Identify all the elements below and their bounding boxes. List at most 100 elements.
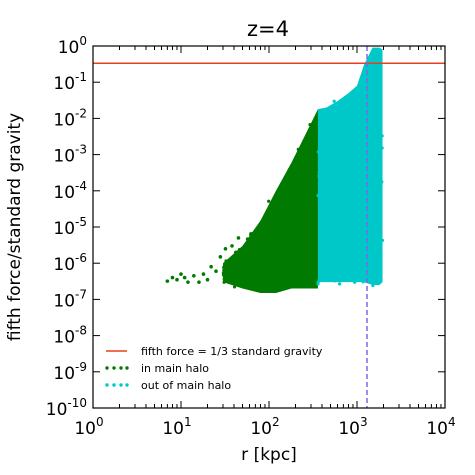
data-point: [320, 253, 324, 257]
data-point: [367, 269, 371, 273]
data-point: [379, 140, 383, 144]
data-point: [337, 248, 341, 252]
data-point: [327, 234, 332, 238]
data-point: [277, 222, 282, 226]
data-point: [182, 275, 187, 280]
data-point: [246, 282, 250, 287]
data-point: [305, 166, 309, 170]
data-point: [297, 162, 301, 166]
data-point: [347, 125, 351, 129]
x-tick-exponent: 1: [184, 415, 192, 429]
data-point: [248, 237, 252, 241]
data-point: [374, 129, 378, 133]
data-point: [369, 72, 374, 76]
data-point: [375, 183, 379, 187]
data-point: [289, 178, 293, 182]
data-point: [242, 248, 246, 252]
series-density-band: [222, 109, 318, 294]
data-point: [259, 244, 263, 249]
data-point: [332, 148, 337, 152]
data-point: [327, 148, 331, 152]
legend: fifth force = 1/3 standard gravity in ma…: [105, 345, 323, 392]
data-point: [324, 209, 329, 213]
data-point: [377, 70, 381, 74]
y-tick-base: 10: [53, 110, 75, 130]
data-point: [205, 277, 210, 282]
data-point: [340, 219, 344, 223]
x-tick-label: 103: [338, 415, 367, 439]
data-point: [337, 253, 341, 257]
data-point: [325, 262, 329, 266]
data-point: [261, 224, 265, 228]
data-point: [351, 102, 356, 106]
data-point: [372, 211, 377, 215]
data-point: [266, 221, 270, 225]
data-point: [232, 272, 237, 276]
data-point: [223, 246, 228, 251]
data-point: [307, 171, 311, 175]
data-point: [301, 169, 305, 173]
data-point: [369, 210, 373, 214]
data-point: [341, 114, 345, 118]
data-point: [325, 272, 329, 276]
data-point: [267, 237, 271, 241]
data-point: [261, 257, 265, 262]
data-point: [266, 261, 271, 265]
data-point: [325, 136, 329, 140]
data-point: [326, 151, 330, 155]
data-point: [348, 208, 352, 213]
data-point: [244, 254, 248, 259]
data-point: [314, 265, 318, 269]
data-point: [370, 53, 374, 57]
data-point: [325, 154, 329, 158]
data-point: [324, 126, 328, 131]
data-point: [296, 217, 300, 222]
data-point: [342, 223, 346, 227]
data-point: [378, 220, 383, 224]
y-tick-base: 10: [53, 219, 75, 239]
data-point: [359, 128, 363, 132]
data-point: [316, 280, 320, 284]
data-point: [369, 183, 373, 187]
data-point: [319, 146, 323, 150]
data-point: [372, 67, 376, 71]
data-point: [328, 252, 332, 256]
data-point: [284, 179, 289, 183]
data-point: [376, 180, 380, 184]
data-point: [348, 148, 352, 152]
data-point: [352, 150, 356, 154]
data-point: [241, 253, 246, 257]
y-tick-base: 10: [53, 255, 75, 275]
plot-area: 100 101 102 103 10410010-110-210-310-410-510…: [46, 34, 456, 439]
data-point: [319, 160, 323, 164]
legend-label-main-halo: in main halo: [141, 362, 209, 375]
data-point: [278, 242, 282, 246]
data-point: [321, 129, 325, 133]
data-point: [301, 228, 305, 232]
data-point: [327, 205, 331, 209]
data-point: [284, 207, 288, 211]
data-point: [186, 280, 190, 284]
data-point: [346, 265, 350, 269]
data-point: [201, 272, 206, 276]
x-tick-base: 10: [250, 419, 272, 439]
data-point: [321, 232, 325, 236]
data-point: [290, 196, 294, 200]
data-point: [319, 246, 323, 250]
data-point: [299, 166, 304, 170]
data-point: [372, 181, 376, 185]
data-point: [337, 271, 341, 276]
x-tick-label: 101: [162, 415, 191, 439]
y-axis-label: fifth force/standard gravity: [5, 113, 25, 341]
data-point: [297, 204, 302, 208]
data-point: [323, 188, 328, 193]
data-point: [265, 233, 269, 237]
y-tick-label: 100: [58, 34, 87, 58]
data-point: [274, 228, 278, 232]
data-point: [323, 252, 327, 256]
data-point: [341, 216, 346, 220]
data-point: [351, 105, 355, 109]
data-point: [246, 275, 250, 279]
data-point: [308, 212, 312, 216]
data-point: [296, 234, 300, 238]
